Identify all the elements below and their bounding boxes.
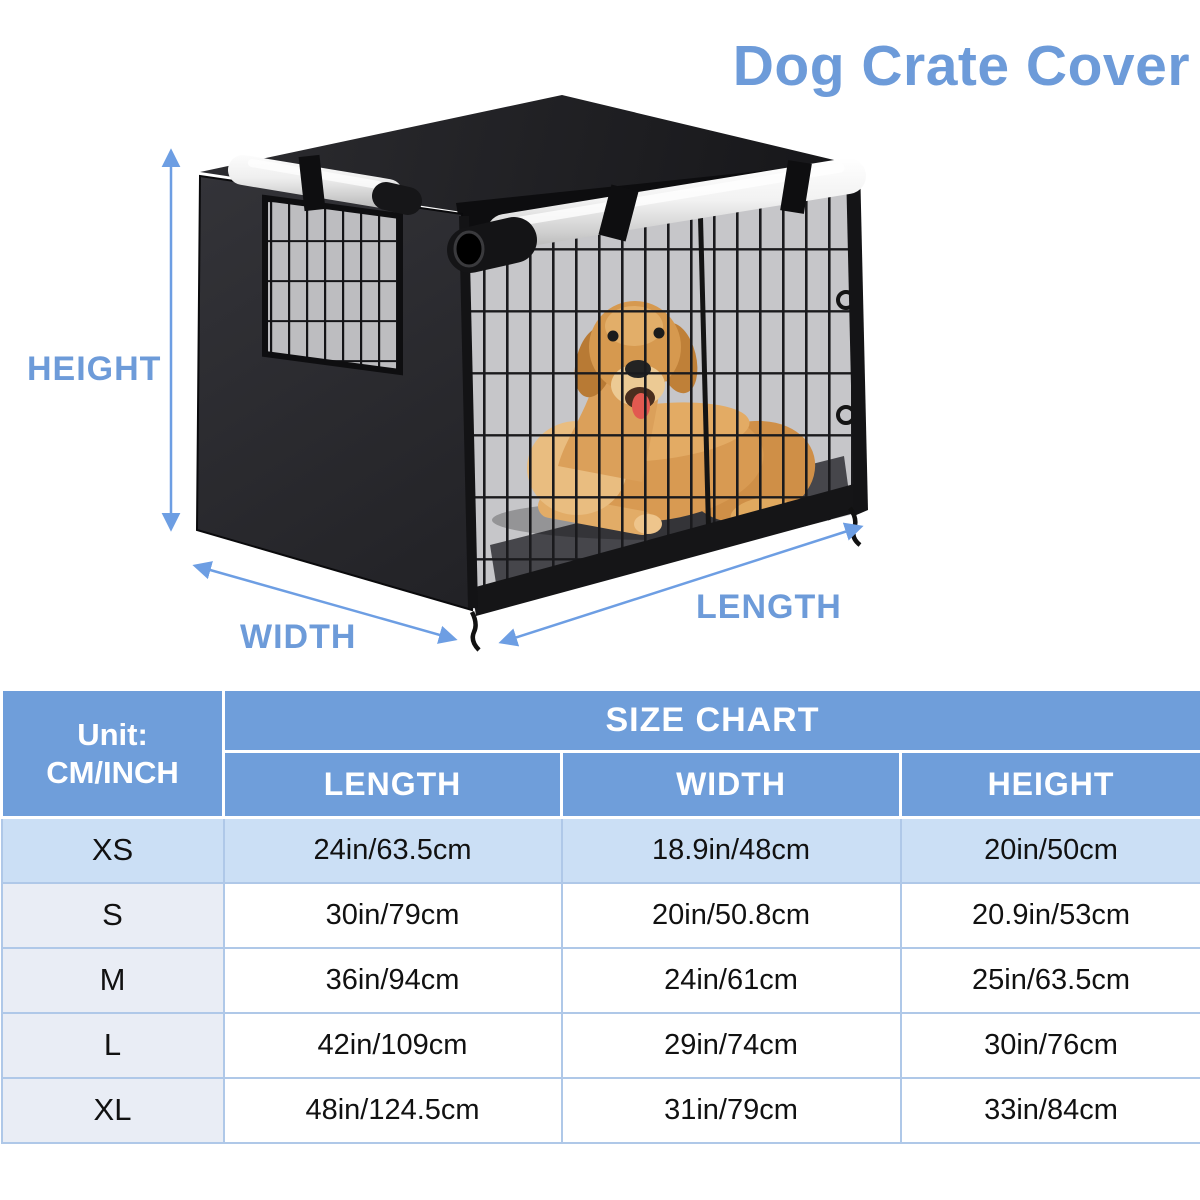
- length-cell: 42in/109cm: [222, 1011, 563, 1079]
- length-cell: 36in/94cm: [222, 946, 563, 1014]
- length-cell: 30in/79cm: [222, 881, 563, 949]
- size-chart-body: XS 24in/63.5cm 18.9in/48cm 20in/50cm S 30in/7…: [0, 816, 1200, 1144]
- column-header-length: LENGTH: [222, 750, 563, 819]
- width-cell: 31in/79cm: [560, 1076, 902, 1144]
- size-cell: XL: [0, 1076, 225, 1144]
- table-row: M 36in/94cm 24in/61cm 25in/63.5cm: [0, 946, 1200, 1014]
- length-dimension-label: LENGTH: [696, 588, 842, 626]
- roll-end-opening: [453, 230, 485, 268]
- velcro-strap: [298, 154, 326, 212]
- side-window-mesh: [265, 198, 400, 372]
- velcro-strap: [598, 184, 639, 242]
- side-flap-roll: [228, 154, 422, 215]
- width-cell: 29in/74cm: [560, 1011, 902, 1079]
- table-row: XS 24in/63.5cm 18.9in/48cm 20in/50cm: [0, 816, 1200, 884]
- front-wire-mesh: [462, 165, 862, 610]
- front-flap-roll: [447, 158, 866, 273]
- cover-side-panel: [195, 174, 474, 612]
- table-row: S 30in/79cm 20in/50.8cm 20.9in/53cm: [0, 881, 1200, 949]
- length-cell: 24in/63.5cm: [222, 816, 563, 884]
- width-arrow: [192, 561, 458, 644]
- length-arrow: [498, 522, 864, 647]
- unit-line-1: Unit:: [77, 717, 148, 753]
- length-cell: 48in/124.5cm: [222, 1076, 563, 1144]
- door-frame-wire: [697, 197, 713, 586]
- dimension-arrows: [161, 148, 864, 647]
- front-corner-edge: [459, 215, 478, 609]
- height-cell: 20.9in/53cm: [899, 881, 1200, 949]
- height-cell: 25in/63.5cm: [899, 946, 1200, 1014]
- unit-header-cell: Unit: CM/INCH: [0, 688, 225, 819]
- size-chart-title: SIZE CHART: [221, 688, 1200, 753]
- height-cell: 30in/76cm: [899, 1011, 1200, 1079]
- size-cell: L: [0, 1011, 225, 1079]
- column-header-row: LENGTH WIDTH HEIGHT: [2, 750, 1200, 819]
- page-title: Dog Crate Cover: [732, 34, 1190, 98]
- height-dimension-label: HEIGHT: [27, 350, 162, 388]
- covered-crate: [195, 95, 868, 652]
- chart-title-row: Unit: CM/INCH SIZE CHART: [0, 688, 1200, 819]
- size-cell: XS: [0, 816, 225, 884]
- table-row: L 42in/109cm 29in/74cm 30in/76cm: [0, 1011, 1200, 1079]
- crate-corner-post: [846, 164, 868, 516]
- width-cell: 20in/50.8cm: [560, 881, 902, 949]
- column-header-width: WIDTH: [560, 750, 902, 819]
- width-cell: 18.9in/48cm: [560, 816, 902, 884]
- velcro-strap: [780, 160, 812, 214]
- height-cell: 20in/50cm: [899, 816, 1200, 884]
- size-cell: M: [0, 946, 225, 1014]
- size-chart-table: Unit: CM/INCH SIZE CHART LENGTH WIDTH HE…: [0, 688, 1200, 1144]
- width-cell: 24in/61cm: [560, 946, 902, 1014]
- crate-front-opening: [462, 165, 862, 610]
- width-dimension-label: WIDTH: [240, 618, 357, 656]
- unit-line-2: CM/INCH: [46, 754, 179, 790]
- table-row: XL 48in/124.5cm 31in/79cm 33in/84cm: [0, 1076, 1200, 1144]
- column-header-height: HEIGHT: [898, 750, 1200, 819]
- hero-section: Dog Crate Cover HEIGHT WIDTH LENGTH: [27, 34, 1190, 656]
- size-cell: S: [0, 881, 225, 949]
- crate-illustration: [161, 95, 868, 652]
- corner-cord-left: [469, 610, 481, 652]
- height-cell: 33in/84cm: [899, 1076, 1200, 1144]
